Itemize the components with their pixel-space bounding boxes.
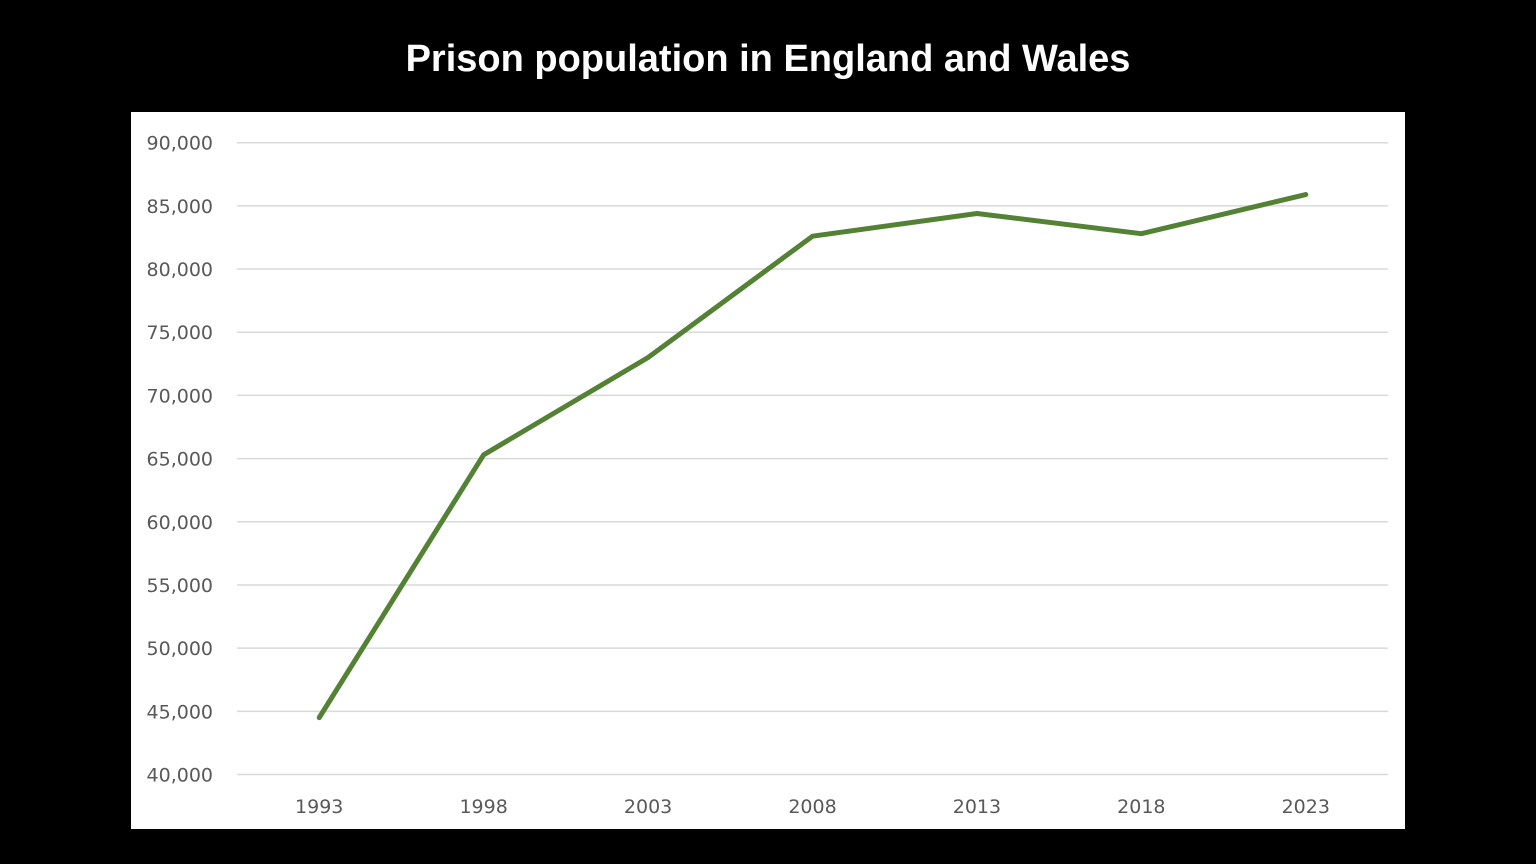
x-tick-label: 2018 bbox=[1117, 796, 1165, 818]
x-tick-label: 1998 bbox=[459, 796, 507, 818]
x-tick-label: 2013 bbox=[953, 796, 1001, 818]
y-tick-label: 80,000 bbox=[147, 259, 213, 281]
y-tick-label: 40,000 bbox=[147, 765, 213, 787]
y-tick-label: 50,000 bbox=[147, 638, 213, 660]
y-tick-label: 55,000 bbox=[147, 575, 213, 597]
y-tick-label: 85,000 bbox=[147, 196, 213, 218]
x-tick-label: 1993 bbox=[295, 796, 343, 818]
chart-title: Prison population in England and Wales bbox=[405, 38, 1131, 80]
series-line bbox=[316, 192, 1309, 721]
y-tick-label: 45,000 bbox=[147, 701, 213, 723]
chart-panel bbox=[131, 112, 1405, 829]
x-tick-label: 2023 bbox=[1282, 796, 1330, 818]
y-tick-label: 65,000 bbox=[147, 449, 213, 471]
y-tick-label: 75,000 bbox=[147, 322, 213, 344]
x-tick-label: 2008 bbox=[788, 796, 836, 818]
y-tick-label: 70,000 bbox=[147, 385, 213, 407]
y-tick-label: 90,000 bbox=[147, 133, 213, 155]
x-tick-label: 2003 bbox=[624, 796, 672, 818]
y-tick-label: 60,000 bbox=[147, 512, 213, 534]
